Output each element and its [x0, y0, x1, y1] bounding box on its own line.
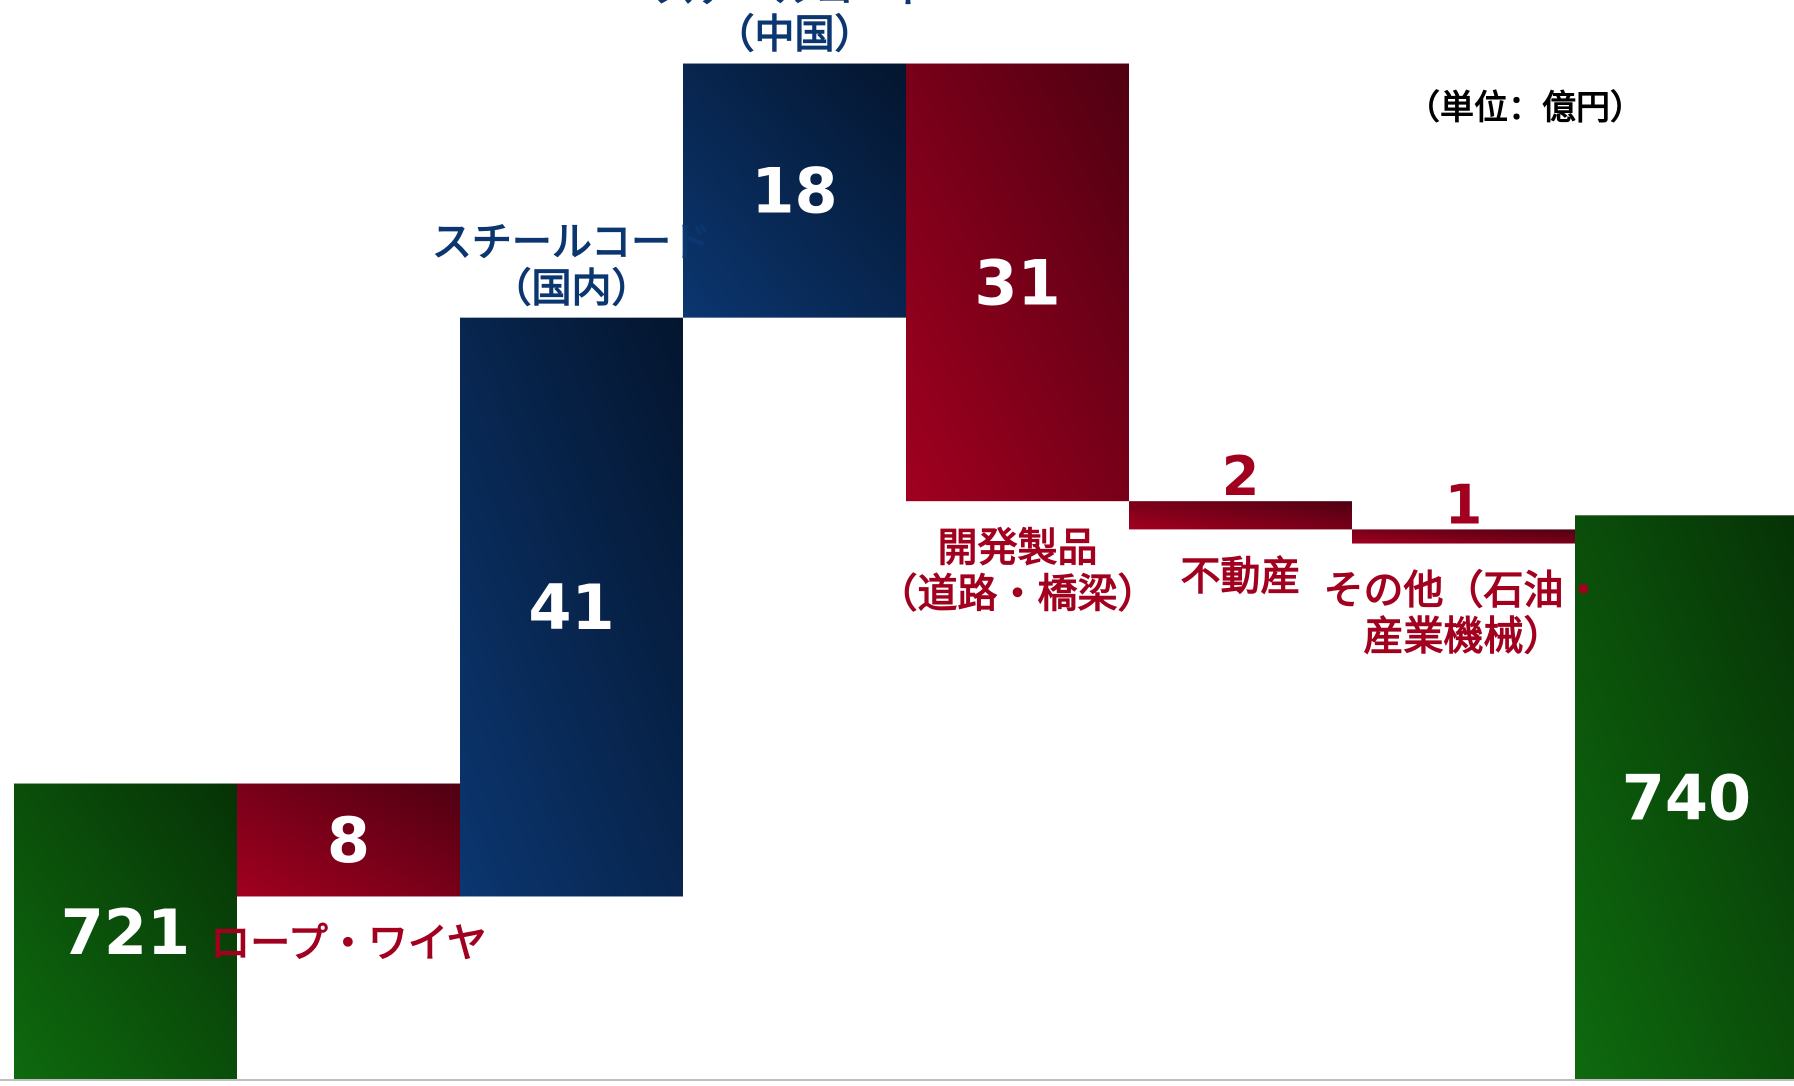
bar-value-label-5: 2	[1222, 445, 1260, 508]
category-label-5: 不動産	[1181, 553, 1301, 599]
bar-value-label-7: 740	[1622, 762, 1751, 835]
bar-3	[683, 63, 906, 318]
bar-0	[14, 783, 237, 1080]
bar-5	[1129, 501, 1352, 530]
unit-label: （単位：億円）	[1406, 88, 1644, 128]
bar-1	[237, 783, 460, 897]
bar-6	[1352, 529, 1575, 544]
category-label-3: スチールコード（中国）	[655, 0, 934, 58]
bar-4	[906, 63, 1129, 502]
category-label-1: ロープ・ワイヤ	[210, 920, 486, 966]
category-label-2: スチールコード（国内）	[432, 220, 711, 312]
category-label-4: 開発製品（道路・橋梁）	[878, 525, 1158, 617]
bar-value-label-4: 31	[974, 246, 1060, 319]
bar-value-label-6: 1	[1445, 473, 1483, 536]
bar-value-label-3: 18	[751, 155, 837, 228]
category-label-6: その他（石油・産業機械）	[1324, 568, 1604, 660]
bar-7	[1575, 515, 1794, 1080]
bar-value-label-1: 8	[327, 804, 370, 877]
bar-2	[460, 317, 683, 897]
bar-value-label-2: 41	[528, 571, 614, 644]
bar-value-label-0: 721	[61, 896, 190, 969]
